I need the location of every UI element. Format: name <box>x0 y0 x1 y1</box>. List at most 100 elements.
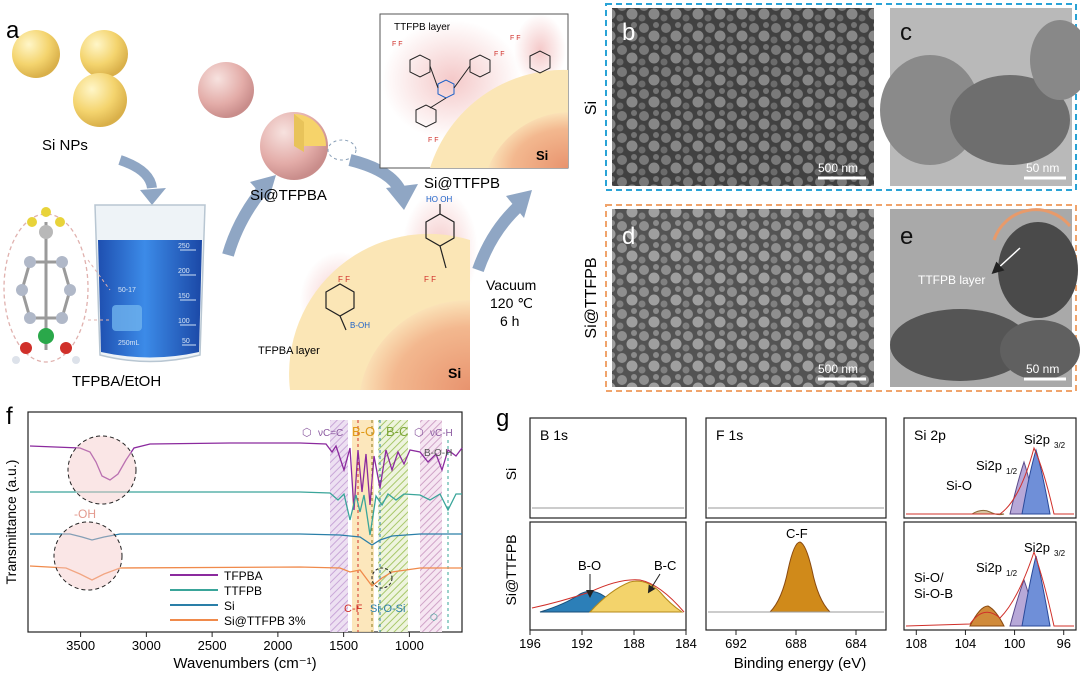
panel-a: a Si NPs 250 200 150 100 50 50-17 <box>3 13 569 390</box>
svg-text:HO OH: HO OH <box>426 195 452 204</box>
svg-text:F F: F F <box>424 275 436 284</box>
ttfpb-inset: F F F F F F F F <box>379 13 569 169</box>
xps-title-f1s: F 1s <box>716 427 743 443</box>
svg-text:250: 250 <box>178 243 190 250</box>
label-si2p32-si-sub: 3/2 <box>1054 441 1066 450</box>
series-line-si <box>30 533 462 546</box>
series-line-tfpba <box>29 442 463 511</box>
band-label-bc: B-C <box>386 424 408 439</box>
panel-label-a: a <box>6 17 20 44</box>
legend-label-ttfpb: TTFPB <box>224 584 262 598</box>
xps-x-tick: 100 <box>1004 636 1026 651</box>
ftir-x-tick: 1500 <box>329 638 358 653</box>
scale-bar-e: 50 nm <box>1026 362 1059 376</box>
row-label-ttfpb: Si@TTFPB <box>583 257 600 338</box>
ttfpb-layer-label: TTFPB layer <box>394 22 451 33</box>
arrow-beaker-to-tfpba <box>222 186 267 257</box>
label-si-o-b-2: Si-O-B <box>914 586 953 601</box>
xps-x-axis-label: Binding energy (eV) <box>734 655 867 672</box>
si-core-label-lower: Si <box>448 365 461 381</box>
xps-x-tick: 192 <box>571 636 593 651</box>
ttfpb-frame <box>605 204 1077 392</box>
row-label-ttfpb-xps: Si@TTFPB <box>503 535 519 606</box>
si-nps-label: Si NPs <box>42 137 88 154</box>
tem-image-c: c 50 nm <box>880 8 1080 186</box>
series-line-ttfpb <box>30 491 462 536</box>
xps-x-tick: 188 <box>623 636 645 651</box>
ftir-x-tick: 3500 <box>66 638 95 653</box>
ftir-legend: TFPBA TTFPB Si Si@TTFPB 3% <box>170 569 306 628</box>
svg-text:F F: F F <box>392 41 403 48</box>
ftir-x-ticks: 3500 3000 2500 2000 1500 1000 <box>66 632 424 653</box>
time-label: 6 h <box>500 313 519 329</box>
sem-image-b: b 500 nm <box>612 8 874 186</box>
label-b-c: B-C <box>654 558 676 573</box>
band-label-ring2: ⬡ <box>414 427 424 439</box>
sem-image-d: d 500 nm <box>612 209 874 387</box>
band-label-boh: B-O-H <box>424 448 452 459</box>
band-cc <box>330 420 348 632</box>
label-si2p32-ttfpb: Si2p <box>1024 540 1050 555</box>
ftir-y-axis-label: Transmittance (a.u.) <box>3 460 19 585</box>
label-si-o: Si-O <box>946 478 972 493</box>
boroxine-icon: ⬡ <box>430 612 438 622</box>
si-tfpba-particles <box>198 62 357 180</box>
svg-text:250mL: 250mL <box>118 340 140 347</box>
si-frame <box>605 3 1077 191</box>
label-si2p12-si: Si2p <box>976 458 1002 473</box>
panel-g-xps-chart: g Si Si@TTFPB B 1s F 1s Si 2p B-O B-C C-… <box>496 405 1077 672</box>
band-bo <box>352 420 374 632</box>
xps-x-tick: 108 <box>905 636 927 651</box>
label-c-f: C-F <box>786 526 808 541</box>
beaker: 250 200 150 100 50 50-17 250mL <box>94 204 206 363</box>
ftir-x-tick: 2500 <box>198 638 227 653</box>
si-nanoparticles <box>12 30 128 127</box>
label-si2p12-ttfpb: Si2p <box>976 560 1002 575</box>
xps-x-tick: 196 <box>519 636 541 651</box>
xps-title-si2p: Si 2p <box>914 427 946 443</box>
legend-label-tfpba: TFPBA <box>224 569 263 583</box>
molecule-inset <box>3 207 89 364</box>
panel-label-d: d <box>622 223 635 250</box>
arrow-si-to-beaker <box>118 155 157 190</box>
ttfpb-layer-annotation: TTFPB layer <box>918 273 985 287</box>
xps-x-tick: 688 <box>785 636 807 651</box>
svg-text:50-17: 50-17 <box>118 287 136 294</box>
arrow-vacuum <box>472 200 525 273</box>
xps-x-tick: 184 <box>675 636 697 651</box>
label-si2p12-ttfpb-sub: 1/2 <box>1006 569 1018 578</box>
panel-f-ftir-chart: f ⬡ νC=C B-O B-C ⬡ νC-H B-O-H C-F Si-O-S… <box>3 403 463 672</box>
peak-si2p32-si <box>1021 448 1051 515</box>
band-bc <box>378 420 408 632</box>
ftir-plot-frame <box>27 411 463 633</box>
tfpba-layer-scheme: F F F F HO OH B-OH <box>289 190 478 390</box>
xps-title-b1s: B 1s <box>540 427 568 443</box>
svg-text:150: 150 <box>178 293 190 300</box>
si-ttfpb-label: Si@TTFPB <box>424 175 500 192</box>
si-tfpba-label: Si@TFPBA <box>250 187 327 204</box>
ftir-x-tick: 2000 <box>263 638 292 653</box>
legend-label-si-ttfpb: Si@TTFPB 3% <box>224 614 306 628</box>
svg-text:F F: F F <box>428 137 439 144</box>
tfpba-layer-label: TFPBA layer <box>258 345 320 357</box>
panel-label-c: c <box>900 19 912 46</box>
panel-label-e: e <box>900 223 913 250</box>
temperature-label: 120 ℃ <box>490 295 533 311</box>
panel-label-b: b <box>622 19 635 46</box>
peak-si-o-b <box>969 605 1005 627</box>
band-label-ch: νC-H <box>430 428 453 439</box>
band-ch <box>420 420 442 632</box>
band-label-bo: B-O <box>352 424 375 439</box>
ftir-x-axis-label: Wavenumbers (cm⁻¹) <box>173 655 316 672</box>
band-label-siosi: Si-O-Si <box>370 603 405 615</box>
band-label-oh: -OH <box>74 507 96 521</box>
svg-text:F F: F F <box>338 275 350 284</box>
label-si2p12-si-sub: 1/2 <box>1006 467 1018 476</box>
svg-text:B-OH: B-OH <box>350 321 370 330</box>
band-label-ring1: ⬡ <box>302 427 312 439</box>
scale-bar-c: 50 nm <box>1026 161 1059 175</box>
micrograph-panels: Si Si@TTFPB b 500 nm c 50 nm d 500 nm <box>583 3 1080 392</box>
si-core-label-upper: Si <box>536 148 548 163</box>
peak-b-c <box>588 580 684 613</box>
